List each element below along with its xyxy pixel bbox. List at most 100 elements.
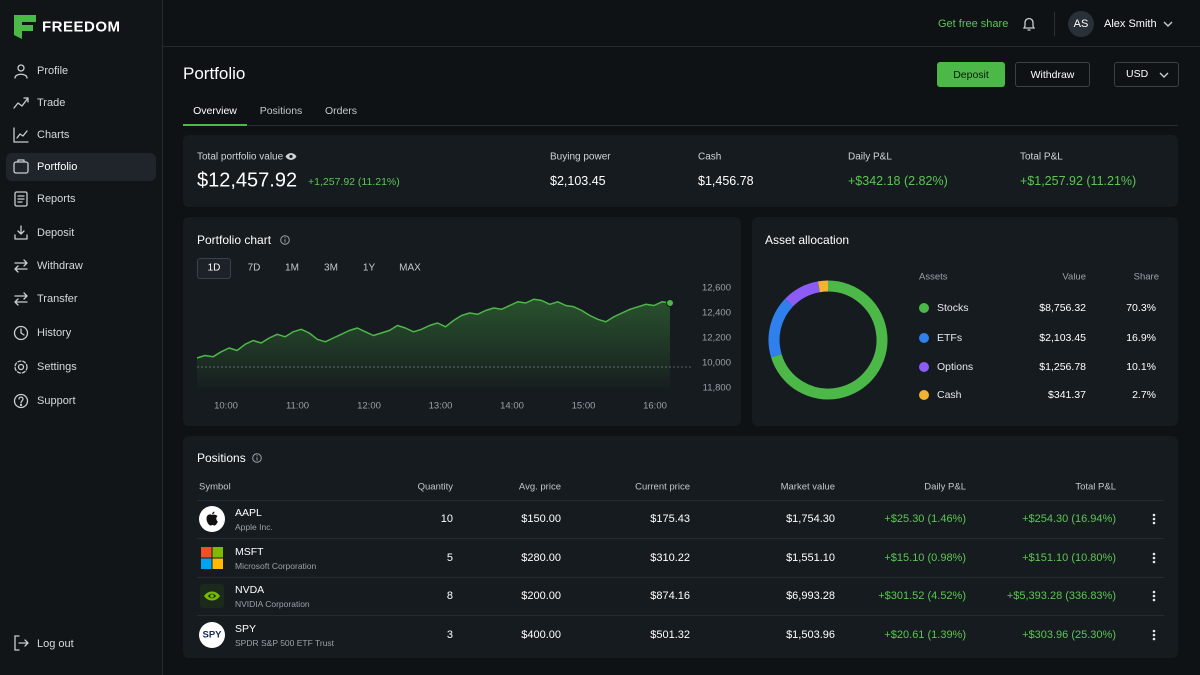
- cell-market-value: $1,551.10: [786, 551, 835, 564]
- tab-underline: [183, 124, 247, 126]
- allocation-share: 16.9%: [1126, 332, 1156, 344]
- logout-icon: [14, 635, 29, 651]
- nav-item[interactable]: Transfer: [37, 293, 78, 305]
- allocation-header: Assets: [919, 271, 948, 283]
- cell-avg-price: $400.00: [521, 628, 561, 641]
- summary-item-label: Buying power: [550, 151, 611, 163]
- tab[interactable]: Overview: [193, 105, 237, 117]
- nav-icon: [14, 292, 28, 306]
- tabs-divider: [183, 125, 1178, 126]
- cell-current-price: $310.22: [650, 551, 690, 564]
- row-divider: [197, 538, 1164, 539]
- donut-segment: [785, 281, 821, 307]
- withdraw-button[interactable]: Withdraw: [1015, 62, 1090, 87]
- table-header: Symbol: [199, 481, 231, 493]
- nav-icon: [14, 259, 28, 273]
- cell-quantity: 10: [440, 513, 453, 525]
- cell-market-value: $6,993.28: [786, 590, 835, 602]
- currency-select[interactable]: [1114, 62, 1179, 87]
- nav-item[interactable]: Settings: [37, 361, 77, 373]
- table-header: Market value: [780, 481, 835, 493]
- eye-icon: [285, 153, 297, 160]
- donut-segment: [768, 298, 794, 358]
- range-button[interactable]: 3M: [324, 262, 338, 274]
- nav-icon: [13, 393, 29, 409]
- donut-segment: [771, 280, 888, 400]
- cell-daily-pnl: +$20.61 (1.39%): [884, 628, 966, 641]
- x-tick-label: 10:00: [214, 401, 238, 412]
- symbol: SPY: [235, 622, 257, 635]
- x-tick-label: 12:00: [357, 401, 381, 412]
- tab[interactable]: Orders: [324, 105, 358, 117]
- tab[interactable]: Positions: [259, 105, 303, 117]
- allocation-share: 70.3%: [1126, 302, 1156, 314]
- range-button[interactable]: 1M: [285, 262, 299, 274]
- summary-item-label: Total P&L: [1020, 151, 1063, 163]
- nav-item[interactable]: Withdraw: [37, 260, 83, 272]
- cell-current-price: $501.32: [650, 628, 690, 641]
- row-menu[interactable]: [1151, 629, 1157, 641]
- nav-item[interactable]: Reports: [37, 193, 76, 205]
- legend-dot: [919, 390, 929, 400]
- header-divider: [163, 46, 1200, 47]
- avatar: AS: [1068, 11, 1094, 37]
- symbol: NVDA: [235, 584, 265, 596]
- spy-logo-text: SPY: [202, 629, 222, 640]
- table-header: Avg. price: [518, 481, 561, 493]
- deposit-button[interactable]: Deposit: [937, 62, 1005, 87]
- area: [197, 299, 670, 388]
- positions-title: Positions: [197, 451, 246, 465]
- nav-icon: [14, 64, 28, 79]
- nav-item[interactable]: History: [37, 327, 72, 339]
- allocation-share: 2.7%: [1132, 389, 1156, 401]
- row-menu[interactable]: [1151, 513, 1157, 525]
- y-tick-label: 12,200: [702, 333, 731, 344]
- x-tick-label: 11:00: [286, 401, 309, 412]
- company-name: Microsoft Corporation: [235, 560, 317, 571]
- donut-segment: [817, 280, 829, 293]
- logout[interactable]: Log out: [37, 638, 74, 650]
- summary-item-label: Daily P&L: [848, 151, 892, 163]
- spy-logo: [199, 621, 225, 648]
- row-menu[interactable]: [1151, 552, 1157, 564]
- legend-name: Stocks: [937, 302, 969, 314]
- nav-item[interactable]: Charts: [37, 129, 70, 141]
- user-name[interactable]: Alex Smith: [1104, 18, 1157, 30]
- x-tick-label: 15:00: [572, 401, 596, 412]
- nvidia-logo: [200, 584, 224, 608]
- y-tick-label: 10,000: [702, 358, 731, 369]
- x-tick-label: 14:00: [500, 401, 524, 412]
- legend-name: Options: [937, 361, 974, 373]
- range-button[interactable]: 1Y: [362, 262, 376, 274]
- cell-avg-price: $150.00: [521, 513, 561, 525]
- cell-total-pnl: +$151.10 (10.80%): [1022, 551, 1116, 564]
- nav-item[interactable]: Profile: [37, 65, 69, 77]
- cell-current-price: $874.16: [650, 590, 690, 602]
- allocation-donut: [768, 280, 888, 400]
- cell-daily-pnl: +$25.30 (1.46%): [884, 513, 966, 525]
- nav-item[interactable]: Portfolio: [37, 161, 78, 173]
- summary-item-label: Cash: [698, 151, 722, 163]
- legend-name: ETFs: [937, 332, 963, 344]
- x-tick-label: 13:00: [429, 401, 453, 412]
- cell-total-pnl: +$303.96 (25.30%): [1022, 628, 1116, 641]
- currency-chevron: [1159, 72, 1169, 78]
- symbol: AAPL: [235, 507, 262, 519]
- range-button[interactable]: 7D: [247, 262, 261, 274]
- line: [196, 298, 671, 359]
- cell-avg-price: $280.00: [521, 551, 561, 564]
- nav-icon: [14, 191, 28, 207]
- cell-total-pnl: +$254.30 (16.94%): [1022, 513, 1116, 525]
- nav-item[interactable]: Support: [37, 395, 76, 407]
- range-button[interactable]: MAX: [399, 262, 421, 274]
- microsoft-logo: [201, 546, 223, 569]
- row-menu[interactable]: [1151, 590, 1157, 602]
- summary-item-value: +$1,257.92 (11.21%): [1020, 174, 1137, 188]
- range-button[interactable]: 1D: [207, 262, 221, 274]
- nav-item[interactable]: Deposit: [37, 227, 75, 239]
- nav-item[interactable]: Trade: [37, 97, 66, 109]
- promo-link[interactable]: Get free share: [938, 18, 1009, 30]
- summary-change: +1,257.92 (11.21%): [308, 176, 400, 188]
- allocation-header: Share: [1133, 271, 1159, 283]
- bell-icon[interactable]: [1021, 16, 1037, 32]
